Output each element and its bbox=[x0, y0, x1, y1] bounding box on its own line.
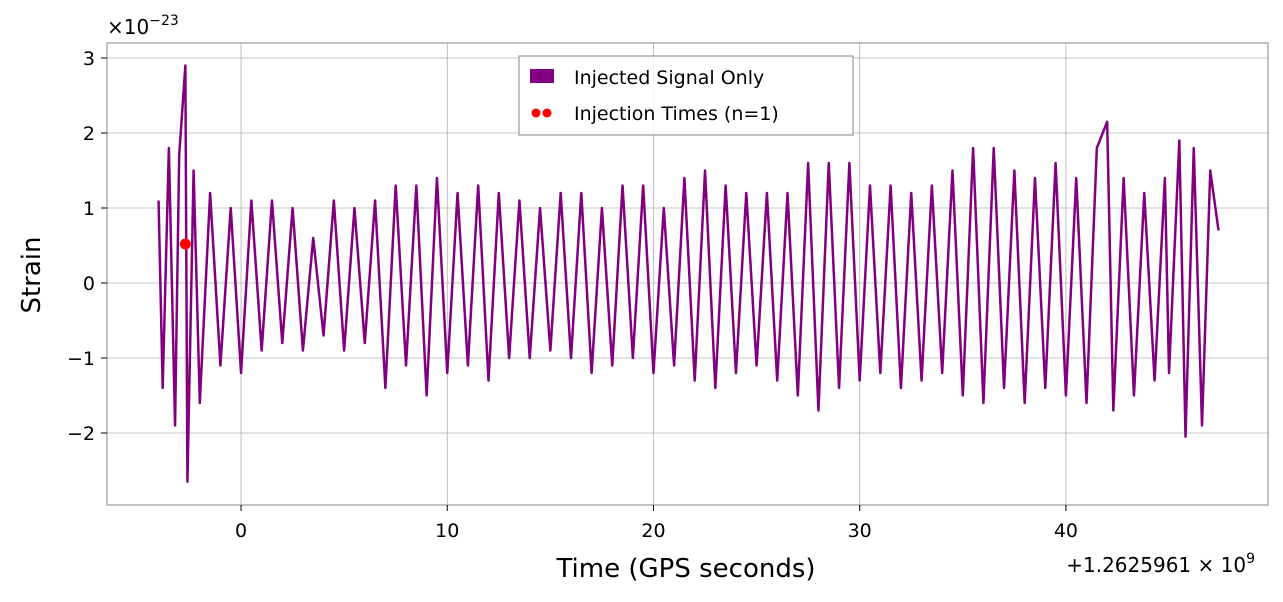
y-tick-label: 0 bbox=[83, 273, 95, 295]
x-offset: +1.2625961 × 109 bbox=[1066, 551, 1255, 577]
y-tick-label: −1 bbox=[67, 348, 95, 370]
legend-label: Injected Signal Only bbox=[574, 67, 764, 89]
x-axis-label: Time (GPS seconds) bbox=[555, 554, 815, 584]
x-tick-label: 40 bbox=[1054, 520, 1078, 542]
marks bbox=[157, 64, 1220, 483]
y-tick-label: −2 bbox=[67, 423, 95, 445]
legend-label: Injection Times (n=1) bbox=[574, 103, 779, 125]
y-tick-label: 1 bbox=[83, 198, 95, 220]
legend-swatch bbox=[530, 69, 554, 83]
signal-line bbox=[157, 64, 1220, 483]
x-offset-base: +1.2625961 × 10 bbox=[1066, 553, 1246, 577]
y-tick-label: 3 bbox=[83, 48, 95, 70]
y-offset-exponent: −23 bbox=[149, 13, 179, 29]
y-offset-base: ×10 bbox=[107, 15, 149, 39]
y-offset: ×10−23 bbox=[107, 13, 179, 39]
injection-point bbox=[179, 238, 191, 250]
legend: Injected Signal Only Injection Times (n=… bbox=[518, 55, 854, 136]
x-tick-label: 0 bbox=[235, 520, 247, 542]
x-tick-label: 10 bbox=[435, 520, 459, 542]
y-axis-label: Strain bbox=[17, 236, 47, 313]
y-tick-label: 2 bbox=[83, 123, 95, 145]
x-tick-label: 20 bbox=[641, 520, 665, 542]
legend-frame bbox=[518, 55, 854, 136]
x-offset-exponent: 9 bbox=[1246, 551, 1255, 567]
legend-marker bbox=[531, 108, 541, 118]
legend-marker bbox=[542, 108, 552, 118]
x-tick-label: 30 bbox=[848, 520, 872, 542]
plot-frame bbox=[106, 42, 1269, 506]
